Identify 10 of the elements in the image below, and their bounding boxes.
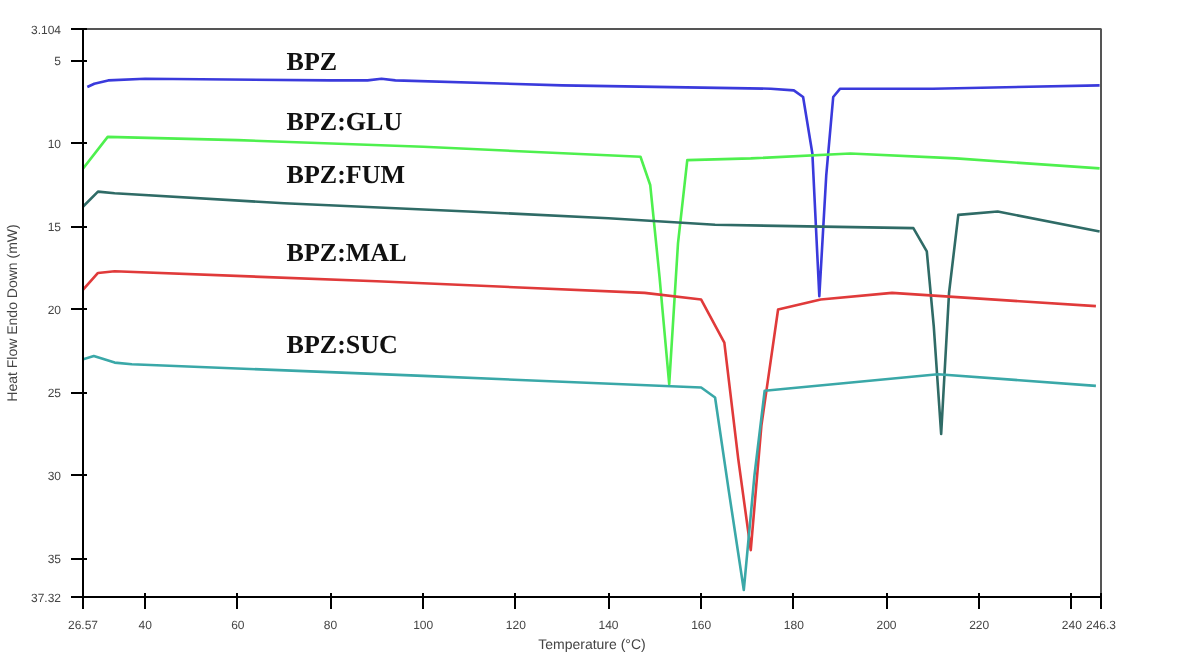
- series-label: BPZ:SUC: [286, 328, 398, 359]
- line-series: [83, 190, 1101, 436]
- line-series: [86, 77, 1101, 298]
- series-label: BPZ:MAL: [286, 237, 408, 268]
- series-label: BPZ:GLU: [286, 106, 404, 137]
- series-label: BPZ:FUM: [286, 159, 406, 190]
- line-series: [83, 135, 1101, 386]
- series-label: BPZ: [286, 46, 338, 77]
- line-series: [83, 270, 1098, 552]
- line-series: [83, 354, 1098, 592]
